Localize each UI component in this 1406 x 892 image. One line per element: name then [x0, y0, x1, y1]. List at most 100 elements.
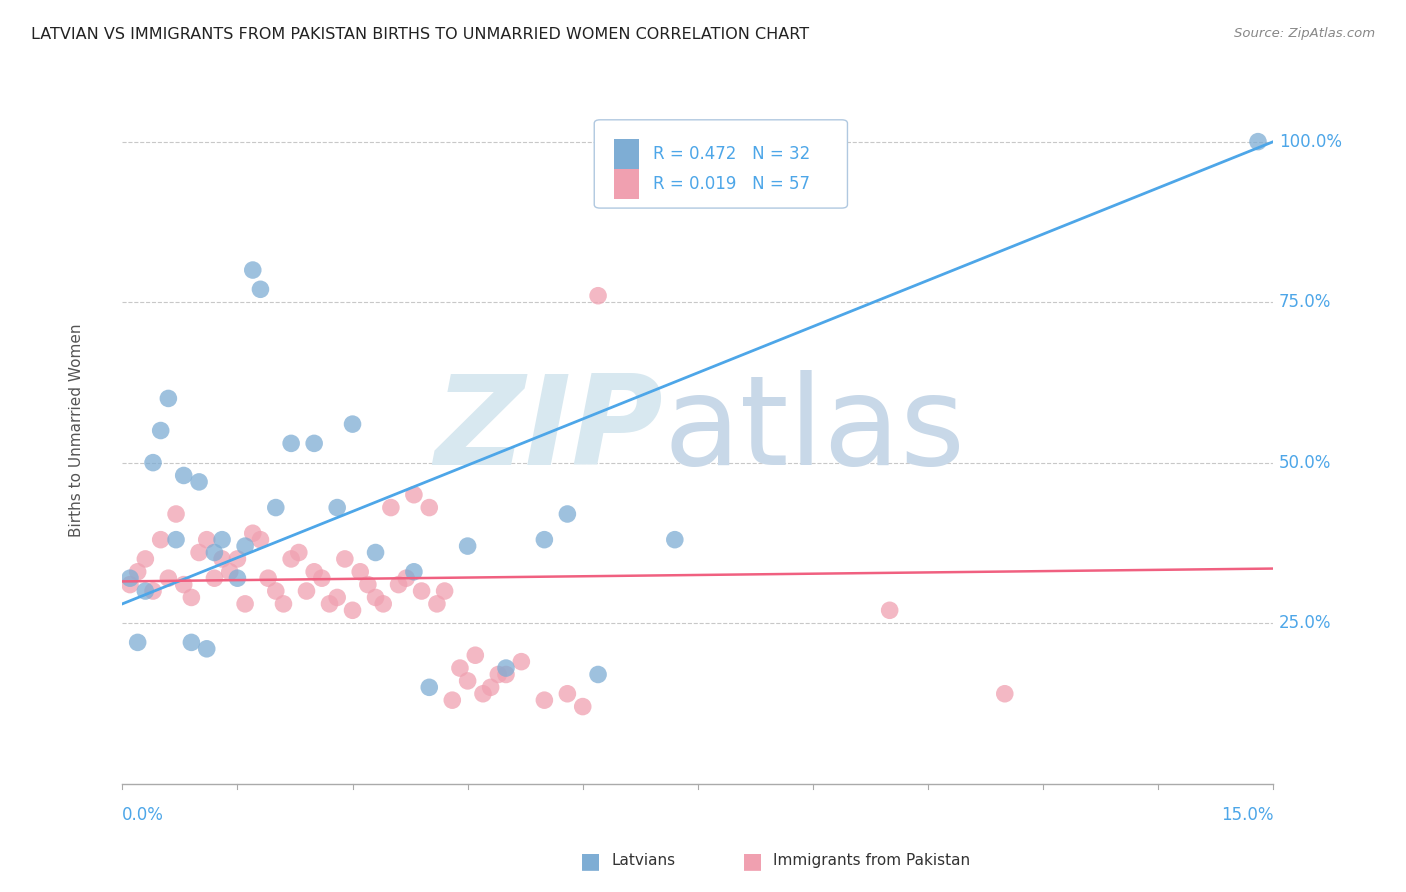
Point — [373, 597, 395, 611]
Point — [333, 552, 356, 566]
Point — [433, 584, 456, 599]
Text: 0.0%: 0.0% — [122, 806, 165, 824]
Point — [441, 693, 464, 707]
FancyBboxPatch shape — [595, 120, 848, 208]
Bar — [614, 139, 640, 169]
Point — [202, 571, 225, 585]
Point — [418, 500, 440, 515]
Point — [202, 545, 225, 559]
Point — [479, 681, 502, 695]
Text: R = 0.472   N = 32: R = 0.472 N = 32 — [652, 145, 810, 163]
Point — [242, 526, 264, 541]
Point — [157, 571, 180, 585]
Point — [134, 552, 156, 566]
Point — [188, 475, 211, 489]
Point — [318, 597, 340, 611]
Point — [342, 603, 364, 617]
Point — [533, 693, 555, 707]
Point — [457, 673, 479, 688]
Point — [173, 577, 195, 591]
Point — [226, 571, 249, 585]
Point — [242, 263, 264, 277]
Point — [165, 507, 187, 521]
Point — [326, 500, 349, 515]
Point — [127, 635, 149, 649]
Text: R = 0.019   N = 57: R = 0.019 N = 57 — [652, 175, 810, 194]
Point — [418, 681, 440, 695]
Text: LATVIAN VS IMMIGRANTS FROM PAKISTAN BIRTHS TO UNMARRIED WOMEN CORRELATION CHART: LATVIAN VS IMMIGRANTS FROM PAKISTAN BIRT… — [31, 27, 808, 42]
Point — [273, 597, 295, 611]
Point — [302, 565, 325, 579]
Point — [486, 667, 509, 681]
Point — [302, 436, 325, 450]
Point — [495, 661, 517, 675]
Point — [233, 597, 256, 611]
Point — [226, 552, 249, 566]
Point — [149, 424, 172, 438]
Bar — [614, 169, 640, 199]
Point — [586, 667, 609, 681]
Point — [218, 565, 240, 579]
Point — [211, 533, 233, 547]
Point — [426, 597, 449, 611]
Point — [188, 545, 211, 559]
Point — [586, 289, 609, 303]
Point — [173, 468, 195, 483]
Text: 50.0%: 50.0% — [1279, 454, 1331, 472]
Point — [510, 655, 533, 669]
Point — [411, 584, 433, 599]
Point — [165, 533, 187, 547]
Point — [195, 641, 218, 656]
Point — [395, 571, 418, 585]
Point — [357, 577, 380, 591]
Point — [280, 436, 302, 450]
Point — [180, 591, 202, 605]
Point — [664, 533, 686, 547]
Point — [364, 545, 387, 559]
Point — [994, 687, 1017, 701]
Point — [879, 603, 901, 617]
Text: Source: ZipAtlas.com: Source: ZipAtlas.com — [1234, 27, 1375, 40]
Text: Births to Unmarried Women: Births to Unmarried Women — [69, 324, 84, 537]
Point — [149, 533, 172, 547]
Point — [295, 584, 318, 599]
Point — [249, 533, 271, 547]
Text: Immigrants from Pakistan: Immigrants from Pakistan — [773, 854, 970, 868]
Point — [195, 533, 218, 547]
Text: 100.0%: 100.0% — [1279, 133, 1343, 151]
Point — [342, 417, 364, 431]
Point — [134, 584, 156, 599]
Point — [457, 539, 479, 553]
Point — [264, 584, 287, 599]
Point — [288, 545, 311, 559]
Point — [249, 282, 271, 296]
Point — [364, 591, 387, 605]
Text: 15.0%: 15.0% — [1220, 806, 1274, 824]
Text: ■: ■ — [581, 851, 600, 871]
Point — [557, 507, 579, 521]
Point — [380, 500, 402, 515]
Point — [449, 661, 471, 675]
Text: atlas: atlas — [664, 370, 966, 491]
Point — [349, 565, 371, 579]
Text: ZIP: ZIP — [434, 370, 664, 491]
Text: Latvians: Latvians — [612, 854, 676, 868]
Text: 25.0%: 25.0% — [1279, 614, 1331, 632]
Point — [142, 584, 165, 599]
Point — [472, 687, 495, 701]
Text: 75.0%: 75.0% — [1279, 293, 1331, 311]
Point — [157, 392, 180, 406]
Point — [571, 699, 593, 714]
Point — [464, 648, 486, 663]
Point — [557, 687, 579, 701]
Point — [387, 577, 409, 591]
Point — [1247, 135, 1270, 149]
Point — [180, 635, 202, 649]
Point — [257, 571, 280, 585]
Point — [142, 456, 165, 470]
Point — [402, 565, 425, 579]
Point — [264, 500, 287, 515]
Point — [233, 539, 256, 553]
Point — [311, 571, 333, 585]
Point — [533, 533, 555, 547]
